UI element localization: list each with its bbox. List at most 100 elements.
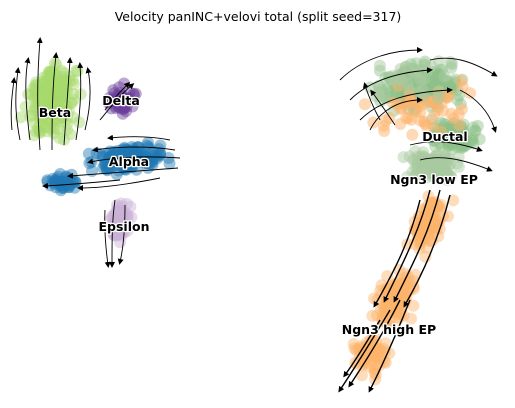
- data-point-803: [408, 154, 421, 167]
- data-point-739: [446, 138, 459, 151]
- data-point-49: [29, 101, 42, 114]
- data-point-281: [132, 141, 145, 154]
- data-point-1002: [409, 268, 422, 281]
- data-point-1086: [349, 356, 362, 369]
- data-point-934: [424, 233, 436, 246]
- data-point-480: [113, 220, 125, 233]
- data-point-138: [45, 92, 58, 104]
- data-point-291: [97, 161, 110, 174]
- data-point-48: [43, 65, 55, 78]
- data-point-807: [433, 170, 446, 183]
- data-point-209: [120, 100, 133, 113]
- data-point-693: [445, 125, 458, 138]
- data-point-236: [127, 152, 140, 165]
- data-point-491: [113, 222, 126, 235]
- data-point-979: [383, 302, 396, 315]
- streamline-21: [359, 87, 453, 121]
- data-point-92: [54, 79, 67, 92]
- data-point-15: [42, 85, 55, 98]
- data-point-355: [120, 163, 133, 176]
- data-point-285: [113, 152, 126, 165]
- data-point-828: [424, 162, 437, 175]
- data-point-27: [55, 79, 68, 92]
- streamline-35: [368, 299, 411, 393]
- data-point-307: [112, 156, 125, 169]
- data-point-1196: [453, 119, 466, 132]
- cluster-label-epsilon: Epsilon: [99, 219, 150, 234]
- data-point-181: [26, 109, 38, 122]
- data-point-1197: [358, 98, 371, 111]
- data-point-361: [115, 158, 128, 171]
- streamline-34: [338, 309, 391, 393]
- data-point-1177: [464, 87, 477, 100]
- data-point-784: [431, 158, 444, 171]
- data-point-11: [45, 107, 58, 120]
- data-point-273: [126, 155, 139, 168]
- data-point-112: [43, 79, 56, 92]
- data-point-234: [126, 100, 139, 113]
- data-point-827: [427, 159, 440, 172]
- data-point-437: [112, 227, 125, 240]
- data-point-963: [371, 309, 383, 322]
- data-point-66: [39, 90, 52, 103]
- data-point-1191: [437, 104, 449, 117]
- data-point-841: [434, 165, 447, 178]
- data-point-63: [36, 114, 49, 126]
- data-point-229: [111, 98, 124, 111]
- data-point-84: [45, 97, 58, 110]
- data-point-89: [54, 107, 67, 120]
- data-point-773: [426, 167, 438, 179]
- data-point-1003: [407, 299, 420, 312]
- data-point-197: [112, 99, 125, 112]
- data-point-64: [29, 87, 42, 100]
- data-point-710: [428, 135, 441, 147]
- data-point-815: [430, 160, 442, 173]
- data-point-223: [116, 89, 129, 102]
- data-point-129: [39, 94, 52, 107]
- data-point-1110: [364, 341, 377, 354]
- data-point-174: [45, 70, 58, 83]
- data-point-1166: [406, 128, 419, 141]
- data-point-121: [27, 82, 40, 95]
- data-point-96: [52, 80, 65, 93]
- data-point-67: [64, 128, 77, 141]
- data-point-1133: [379, 337, 392, 350]
- data-point-211: [101, 96, 114, 109]
- data-point-323: [123, 147, 136, 160]
- data-point-1224: [418, 73, 431, 86]
- data-point-88: [37, 86, 50, 98]
- data-point-45: [56, 70, 69, 83]
- data-point-844: [415, 154, 428, 167]
- data-point-714: [449, 128, 462, 141]
- data-point-294: [105, 160, 118, 173]
- data-point-819: [417, 146, 430, 159]
- data-point-826: [401, 170, 414, 183]
- cluster-label-alpha: Alpha: [109, 154, 149, 169]
- data-point-847: [419, 209, 432, 222]
- data-point-118: [41, 84, 54, 97]
- data-point-332: [113, 151, 126, 164]
- data-point-754: [466, 134, 479, 147]
- data-point-476: [115, 203, 127, 216]
- data-point-220: [112, 95, 125, 108]
- data-point-765: [418, 162, 431, 175]
- data-point-42: [32, 92, 45, 105]
- data-point-689: [469, 125, 482, 138]
- data-point-309: [111, 150, 124, 163]
- data-point-311: [103, 162, 116, 175]
- data-point-180: [39, 95, 51, 108]
- data-point-782: [419, 161, 432, 174]
- data-point-293: [120, 149, 133, 162]
- data-point-985: [403, 284, 416, 297]
- data-point-1085: [374, 344, 387, 356]
- data-point-189: [42, 82, 55, 95]
- data-point-101: [61, 112, 74, 125]
- data-point-962: [398, 287, 411, 300]
- data-point-65: [44, 67, 57, 80]
- data-point-812: [410, 168, 423, 181]
- data-point-473: [116, 216, 129, 229]
- data-point-216: [120, 105, 132, 118]
- streamline-24: [459, 89, 497, 133]
- data-point-843: [414, 151, 427, 163]
- streamline-31: [403, 194, 451, 308]
